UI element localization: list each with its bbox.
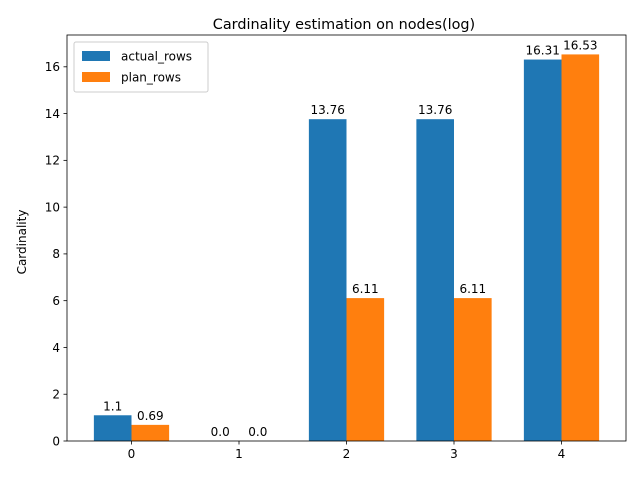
- x-tick-label-3: 3: [450, 447, 458, 461]
- bar-actual_rows-0: [93, 415, 132, 441]
- y-tick-label-2: 2: [52, 388, 60, 402]
- y-tick-label-8: 8: [52, 247, 60, 261]
- bar-actual_rows-3: [416, 119, 454, 442]
- legend-label-actual_rows: actual_rows: [121, 50, 192, 64]
- data-label-actual_rows-4: 16.31: [526, 44, 560, 58]
- bar-plan_rows-2: [346, 298, 385, 441]
- bar-actual_rows-2: [308, 119, 347, 442]
- x-tick-label-0: 0: [128, 447, 136, 461]
- y-tick-label-0: 0: [52, 434, 60, 448]
- y-axis-label: Cardinality: [15, 210, 29, 275]
- data-label-actual_rows-2: 13.76: [311, 103, 345, 117]
- data-label-plan_rows-4: 16.53: [563, 38, 597, 52]
- data-label-plan_rows-3: 6.11: [459, 282, 486, 296]
- plot-area: 1.1 0.0 13.76 13.76 16.31 0.69 0.0 6.11 6.11 16.5…: [93, 38, 600, 442]
- data-label-actual_rows-1: 0.0: [211, 425, 230, 439]
- y-tick-label-6: 6: [52, 294, 60, 308]
- bar-actual_rows-4: [523, 59, 562, 441]
- data-label-actual_rows-3: 13.76: [418, 103, 452, 117]
- data-label-plan_rows-1: 0.0: [248, 425, 267, 439]
- x-tick-label-4: 4: [558, 447, 566, 461]
- y-tick-label-12: 12: [45, 154, 60, 168]
- bar-plan_rows-0: [131, 424, 170, 441]
- y-tick-label-10: 10: [45, 200, 60, 214]
- x-tick-label-1: 1: [235, 447, 243, 461]
- bar-plan_rows-3: [454, 298, 492, 441]
- x-tick-label-2: 2: [343, 447, 351, 461]
- y-tick-label-4: 4: [52, 341, 60, 355]
- y-tick-label-16: 16: [45, 60, 60, 74]
- data-label-plan_rows-2: 6.11: [352, 282, 379, 296]
- legend-swatch-plan_rows: [82, 72, 110, 82]
- chart-title: Cardinality estimation on nodes(log): [213, 17, 475, 33]
- y-tick-label-14: 14: [45, 107, 60, 121]
- legend-swatch-actual_rows: [82, 51, 110, 61]
- legend-label-plan_rows: plan_rows: [121, 71, 181, 85]
- data-label-plan_rows-0: 0.69: [137, 409, 164, 423]
- bar-plan_rows-4: [561, 54, 600, 442]
- legend: actual_rows plan_rows: [73, 41, 209, 93]
- data-label-actual_rows-0: 1.1: [103, 399, 122, 413]
